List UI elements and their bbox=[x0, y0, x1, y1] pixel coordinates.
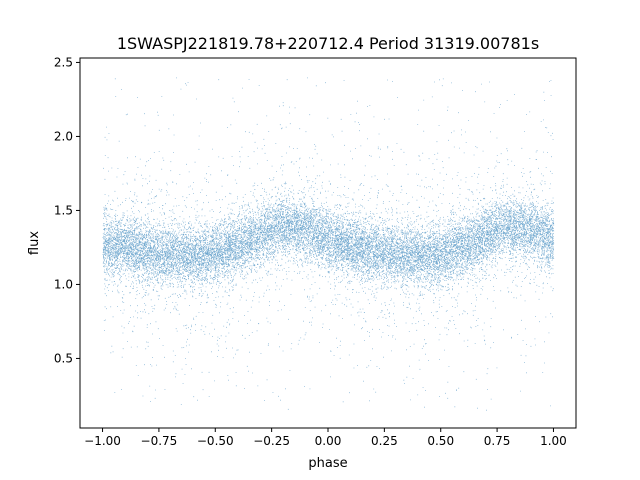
x-tick-label: −0.25 bbox=[253, 434, 290, 448]
y-tick-label: 1.5 bbox=[54, 203, 73, 217]
x-tick-label: 0.50 bbox=[427, 434, 454, 448]
x-tick-label: 0.75 bbox=[484, 434, 511, 448]
y-tick-label: 2.5 bbox=[54, 55, 73, 69]
y-axis-label: flux bbox=[27, 231, 42, 255]
y-tick-label: 0.5 bbox=[54, 351, 73, 365]
x-tick-label: −0.50 bbox=[197, 434, 234, 448]
x-tick-label: −1.00 bbox=[84, 434, 121, 448]
x-axis-label: phase bbox=[308, 456, 347, 471]
flux-data-points bbox=[102, 77, 555, 411]
x-tick-label: 0.00 bbox=[315, 434, 342, 448]
x-tick-label: 1.00 bbox=[540, 434, 567, 448]
y-tick-label: 2.0 bbox=[54, 129, 73, 143]
scatter-points bbox=[102, 77, 555, 411]
x-tick-label: −0.75 bbox=[141, 434, 178, 448]
axis-ticks: −1.00 −0.75 −0.50 −0.25 0.00 0.25 0.50 0.75 1.00… bbox=[54, 55, 567, 448]
chart-title: 1SWASPJ221819.78+220712.4 Period 31319.0… bbox=[117, 34, 539, 53]
x-tick-label: 0.25 bbox=[371, 434, 398, 448]
y-tick-label: 1.0 bbox=[54, 277, 73, 291]
